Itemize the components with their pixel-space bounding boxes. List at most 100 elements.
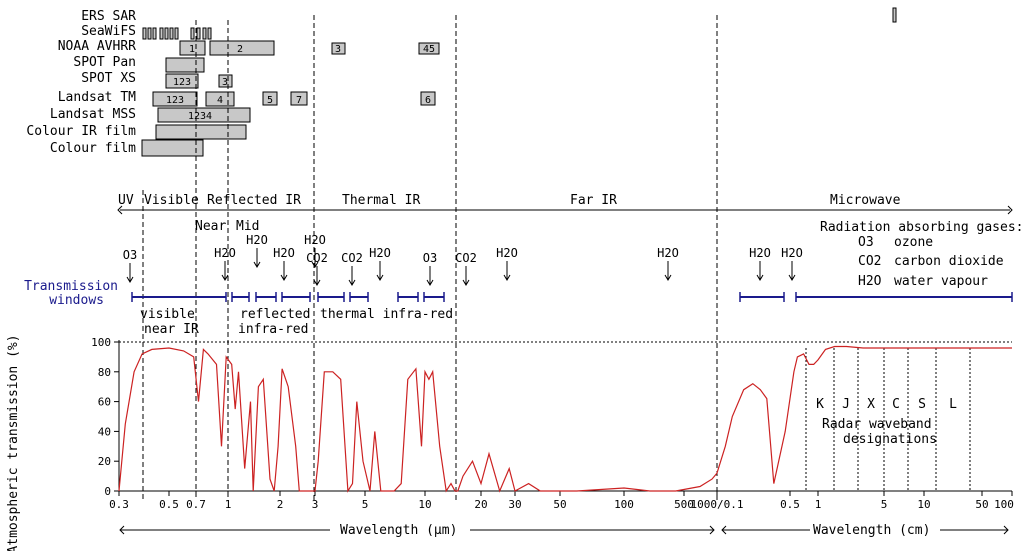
radar-band-label: J (842, 397, 850, 412)
region-far-ir: Far IR (570, 193, 617, 208)
radar-designation-line1: Radar waveband (822, 417, 932, 432)
region-near: Near (195, 219, 226, 234)
band-number: 45 (423, 44, 435, 55)
seawifs-band (190, 27, 195, 40)
window-visible-label: visible (140, 307, 195, 322)
band-number: 5 (267, 95, 273, 106)
sensor-label: Landsat TM (58, 90, 136, 105)
y-tick-label: 100 (91, 336, 111, 349)
gas-legend: Radiation absorbing gases: O3 ozone CO2 … (820, 220, 1024, 289)
absorbing-gas-label: H2O (273, 246, 295, 260)
gas-h2o: H2O (858, 274, 882, 289)
gas-co2: CO2 (858, 254, 881, 269)
seawifs-band (152, 27, 157, 40)
seawifs-band (202, 27, 207, 40)
sensor-bands: 1 2 3 45 123 3 123 4 5 7 6 1234 (141, 7, 897, 157)
absorbing-gas-label: H2O (781, 246, 803, 260)
transmission-windows: Transmission windows visible near IR ref… (24, 279, 1013, 337)
colour-ir-film-band (155, 124, 247, 140)
absorption-arrowhead (756, 274, 764, 281)
x-tick-label: 0.5 (780, 498, 800, 511)
y-tick-label: 60 (98, 396, 111, 409)
seawifs-band (164, 27, 169, 40)
seawifs-band (159, 27, 164, 40)
transmission-label-line2: windows (49, 293, 104, 308)
seawifs-band (207, 27, 212, 40)
absorption-arrowhead (348, 279, 356, 286)
x-tick-label: 50 (975, 498, 988, 511)
gas-co2-name: carbon dioxide (894, 254, 1004, 269)
absorption-arrowhead (503, 274, 511, 281)
absorbing-gas-label: CO2 (306, 251, 328, 265)
spot-xs-band-123 (165, 73, 199, 89)
sensor-label: SPOT Pan (73, 55, 136, 70)
radar-designation-line2: designations (843, 432, 937, 447)
gas-legend-heading: Radiation absorbing gases: (820, 220, 1024, 235)
absorbing-gas-label: CO2 (455, 251, 477, 265)
band-number: 3 (335, 44, 341, 55)
x-tick-label: 5 (881, 498, 888, 511)
absorbing-gas-label: H2O (369, 246, 391, 260)
x-tick-label: 10 (418, 498, 431, 511)
sensor-label: NOAA AVHRR (58, 39, 136, 54)
gas-o3: O3 (858, 235, 874, 250)
x-tick-label: 5 (362, 498, 369, 511)
band-number: 123 (173, 77, 191, 88)
window-reflected-label: reflected (240, 307, 310, 322)
absorption-arrowhead (280, 274, 288, 281)
band-number: 123 (166, 95, 184, 106)
gas-h2o-name: water vapour (894, 274, 988, 289)
absorption-arrowhead (462, 279, 470, 286)
region-microwave: Microwave (830, 193, 901, 208)
radar-band-label: K (816, 397, 824, 412)
sensor-label: Colour film (50, 141, 136, 156)
absorption-arrowhead (126, 276, 134, 283)
x-tick-label: 50 (553, 498, 566, 511)
sensor-label: Colour IR film (26, 124, 136, 139)
y-axis-title: Atmospheric transmission (%) (6, 334, 21, 551)
absorbing-gas-label: O3 (423, 251, 437, 265)
transmission-label-line1: Transmission (24, 279, 118, 294)
x-tick-label: 0.5 (159, 498, 179, 511)
spot-pan-band (165, 57, 205, 73)
band-number: 1234 (188, 111, 212, 122)
x-tick-label: 30 (508, 498, 521, 511)
region-mid: Mid (236, 219, 259, 234)
absorption-arrowhead (788, 274, 796, 281)
absorbing-gas-label: O3 (123, 248, 137, 262)
absorbing-gas-label: H2O (304, 233, 326, 247)
region-headers: UV Visible Reflected IR Thermal IR Far I… (117, 193, 1013, 234)
mss-band-1234 (157, 107, 251, 123)
radar-band-label: S (918, 397, 926, 412)
sensor-label: SPOT XS (81, 71, 136, 86)
absorption-arrowhead (426, 279, 434, 286)
x-axis-cm-label: Wavelength (cm) (813, 523, 930, 538)
tm-band-5 (262, 91, 278, 106)
x-tick-label: 10 (917, 498, 930, 511)
tm-band-4 (205, 91, 235, 107)
x-tick-label: 1 (225, 498, 232, 511)
y-tick-label: 80 (98, 366, 111, 379)
band-number: 2 (237, 44, 243, 55)
y-tick-label: 20 (98, 455, 111, 468)
absorption-arrowhead (313, 279, 321, 286)
absorbing-gas-label: H2O (214, 246, 236, 260)
region-visible: Visible (144, 193, 199, 208)
absorbing-gas-label: H2O (246, 233, 268, 247)
x-tick-label: 20 (474, 498, 487, 511)
seawifs-band (142, 27, 147, 40)
band-number: 1 (189, 44, 195, 55)
absorption-arrowhead (376, 274, 384, 281)
absorption-arrowhead (664, 274, 672, 281)
avhrr-band-2 (209, 40, 275, 56)
seawifs-band (169, 27, 174, 40)
region-dividers (142, 15, 718, 500)
band-number: 7 (296, 95, 302, 106)
sensor-label: SeaWiFS (81, 24, 136, 39)
radar-band-label: C (892, 397, 900, 412)
tm-band-7 (290, 91, 308, 106)
sensor-label: Landsat MSS (50, 107, 136, 122)
x-tick-label: 1000/0.1 (691, 498, 744, 511)
x-tick-label: 0.7 (186, 498, 206, 511)
